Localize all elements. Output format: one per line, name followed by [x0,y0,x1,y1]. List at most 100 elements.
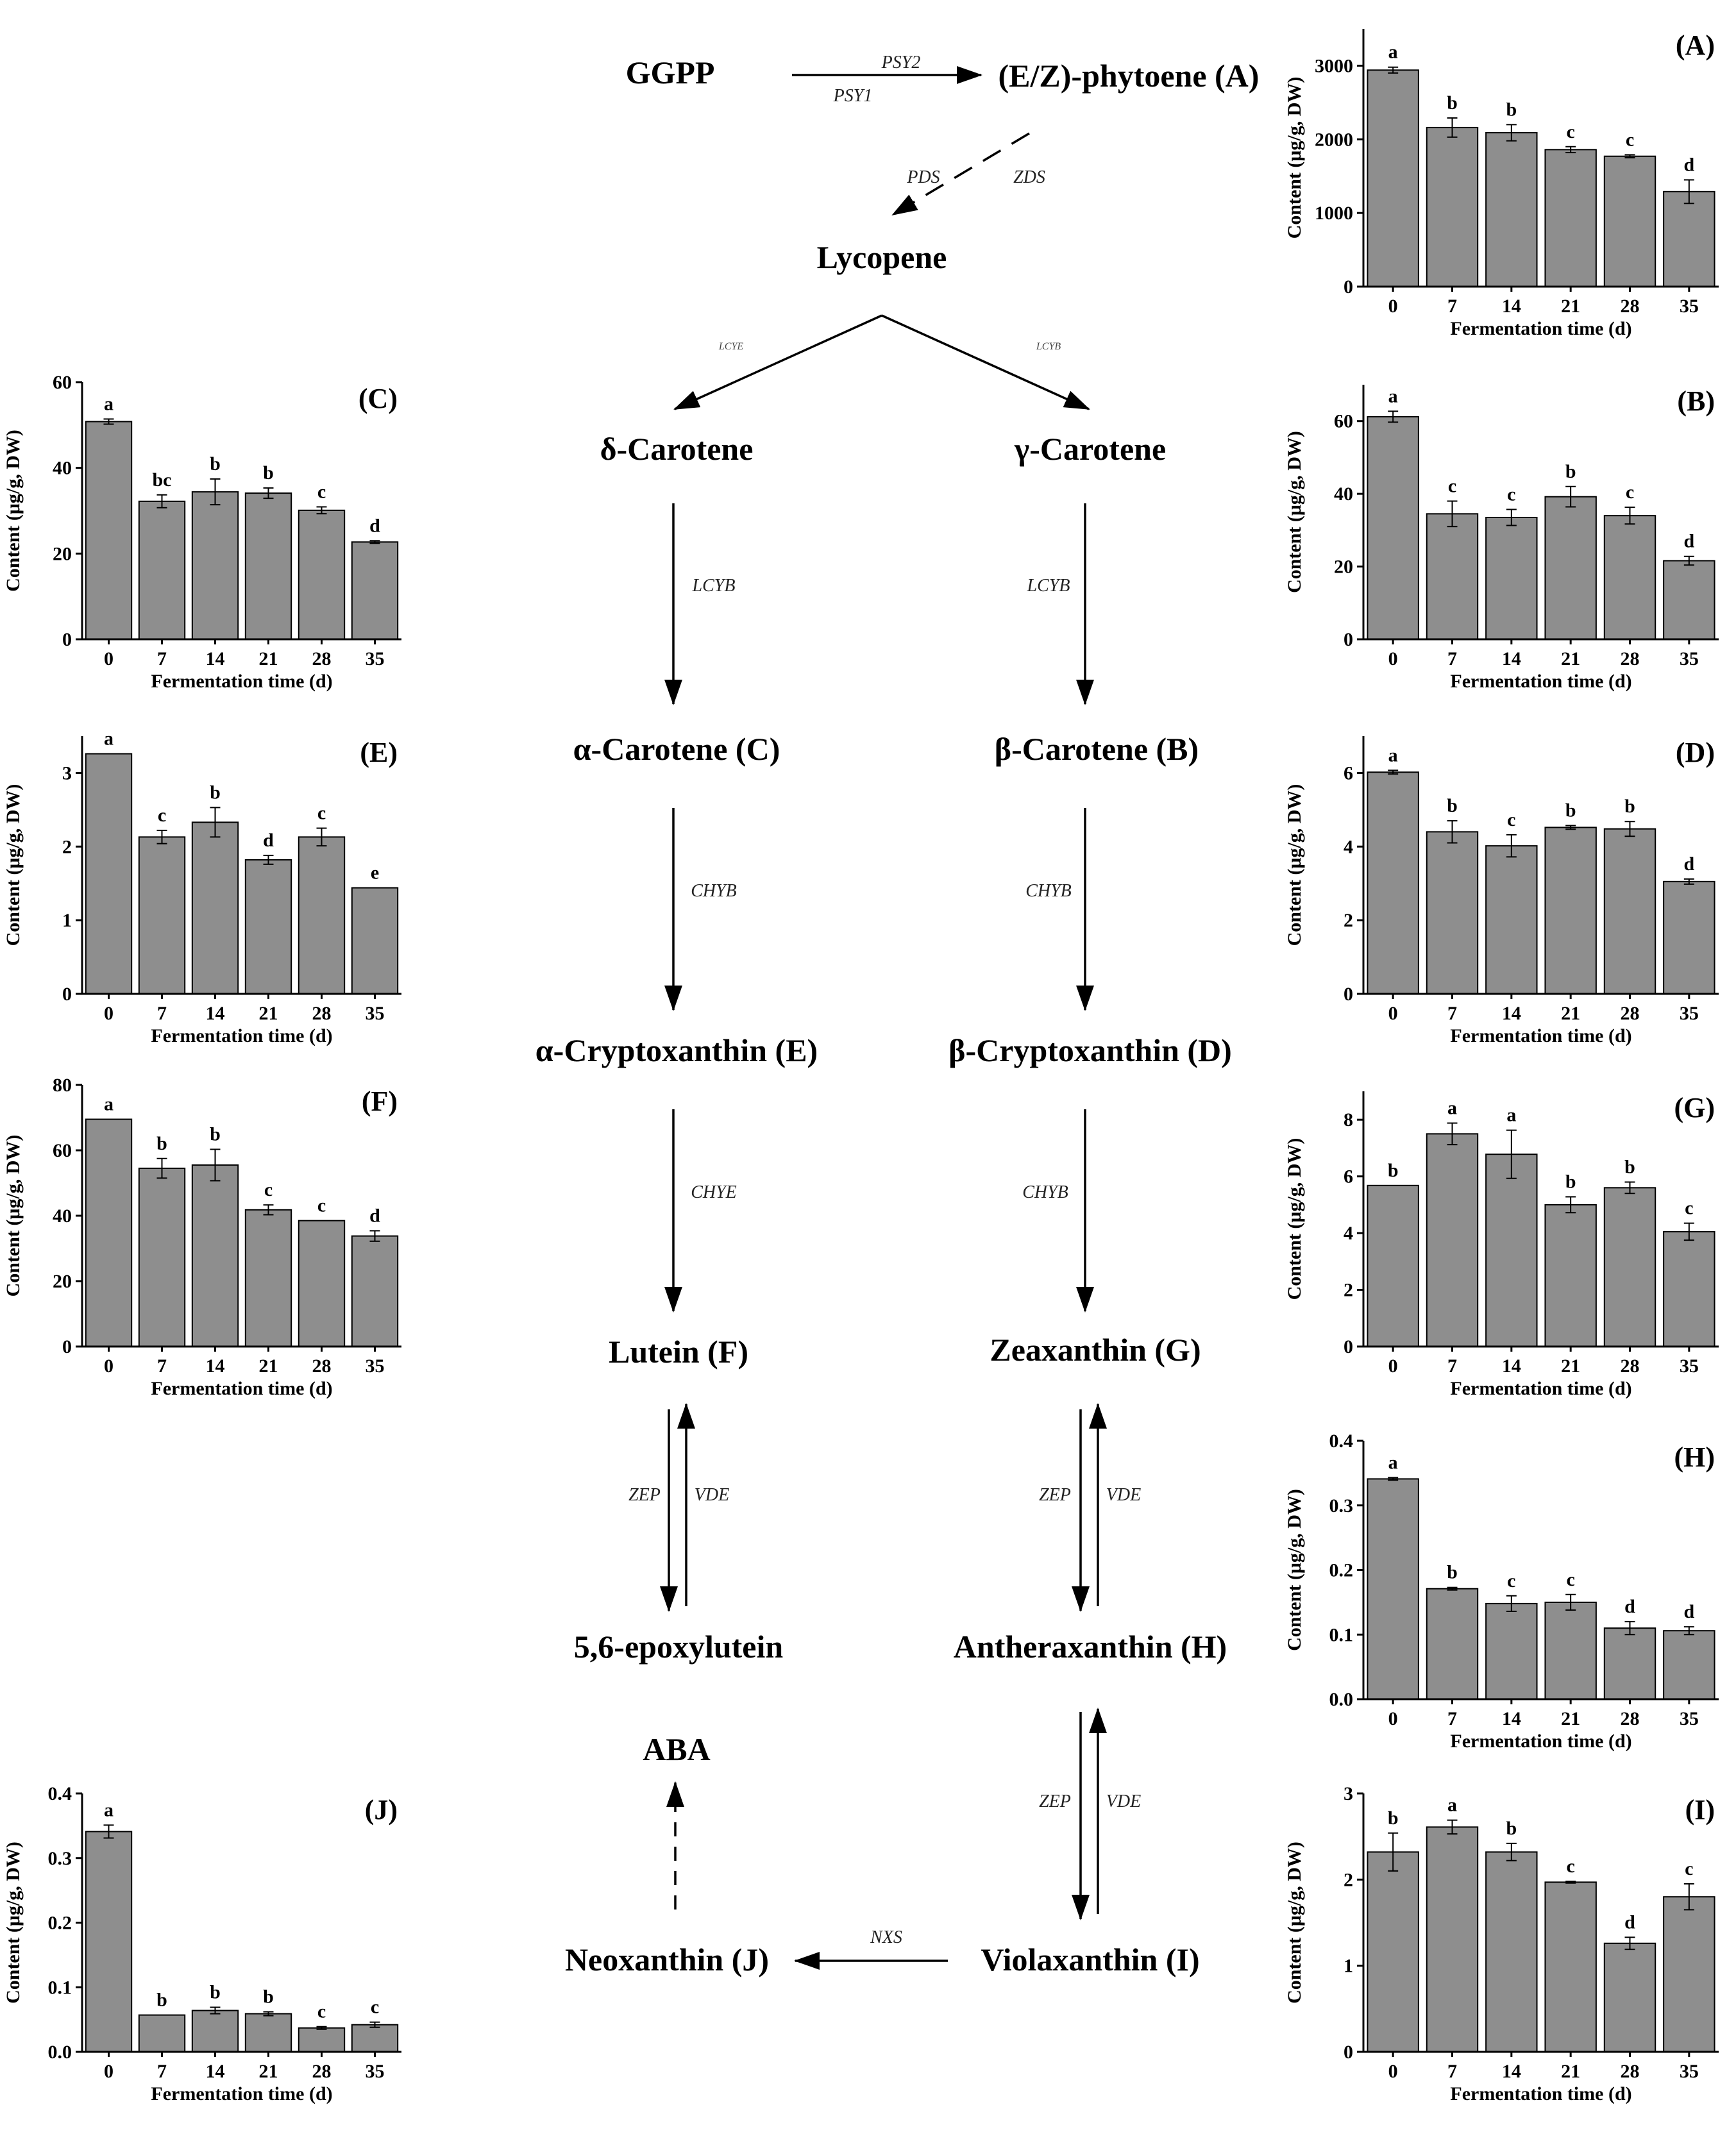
error-bar-g-7 [1447,1122,1458,1146]
x-tick-label: 0 [104,1003,114,1024]
bar-a-14 [1485,131,1538,287]
significance-letter: b [1506,1818,1517,1839]
significance-letter: c [317,2001,326,2022]
y-tick-label: 0 [1344,2042,1353,2063]
x-tick-label: 21 [1561,1003,1580,1024]
enzyme-lcye: LCYE [718,341,743,352]
bar-d-21 [1544,827,1597,995]
y-tick-label: 20 [1334,557,1353,578]
significance-letter: b [1388,1808,1399,1829]
bar-g-0 [1367,1184,1419,1347]
significance-letter: a [1447,1795,1457,1816]
y-tick-label: 20 [53,1271,72,1292]
y-tick-label: 2 [1344,910,1353,931]
y-tick-label: 0.2 [1329,1560,1354,1581]
enzyme-vde-zeax: VDE [1106,1485,1141,1505]
significance-letter: a [1388,1452,1398,1473]
significance-letter: b [210,1123,221,1145]
enzyme-chye: CHYE [691,1182,737,1202]
x-tick-label: 7 [1447,1003,1457,1024]
enzyme-zep-zeax: ZEP [1039,1485,1071,1505]
enzyme-psy2: PSY2 [881,53,921,72]
x-tick-label: 7 [1447,1708,1457,1729]
x-tick-label: 0 [1388,1003,1398,1024]
y-tick-label: 4 [1344,836,1353,857]
bar-i-35 [1663,1896,1715,2052]
significance-letter: b [1565,461,1576,482]
bar-g-28 [1603,1187,1656,1348]
bar-f-28 [298,1220,346,1348]
x-tick-label: 14 [206,1356,225,1377]
bar-h-21 [1544,1601,1597,1700]
y-tick-label: 0.4 [48,1783,72,1804]
x-tick-label: 28 [1621,2061,1640,2082]
bar-e-7 [138,836,186,995]
arrow-lycopene-gamma [881,314,1090,410]
x-tick-label: 35 [1680,648,1699,669]
significance-letter: a [1388,385,1398,407]
bar-c-7 [138,500,186,641]
significance-letter: b [1565,1171,1576,1193]
x-axis-label: Fermentation time (d) [1450,318,1631,339]
enzyme-vde-lutein: VDE [695,1485,729,1505]
x-tick-label: 7 [157,1356,167,1377]
y-axis-label: Content (μg/g, DW) [1284,77,1305,239]
x-tick-label: 28 [1621,648,1640,669]
x-axis-label: Fermentation time (d) [1450,1731,1631,1752]
enzyme-vde-anthera: VDE [1106,1792,1141,1811]
bar-e-14 [191,821,239,995]
error-bar-c-28 [316,506,327,515]
x-tick-label: 35 [1680,296,1699,317]
significance-letter: d [1624,1911,1635,1933]
y-tick-label: 0 [62,1336,72,1357]
bar-g-35 [1663,1230,1715,1348]
error-bar-d-0 [1388,769,1399,775]
node-beta-cryptoxanthin: β-Cryptoxanthin (D) [948,1032,1232,1068]
error-bar-e-21 [263,855,274,865]
x-tick-label: 7 [157,2061,167,2082]
error-bar-d-7 [1447,820,1458,844]
enzyme-zds: ZDS [1013,167,1045,187]
chart-e: a 0 c 7 b 14 d 21 c 28 e 35 0 1 2 3 (E) Fermentation time… [3,728,401,1046]
significance-letter: a [1388,744,1398,766]
significance-letter: b [210,782,221,803]
y-tick-label: 80 [53,1075,72,1096]
error-bar-j-21 [263,2011,274,2017]
chart-title-e: (E) [360,737,398,768]
bar-j-21 [244,2013,292,2053]
y-tick-label: 0.3 [48,1848,72,1869]
y-axis-label: Content (μg/g, DW) [1284,431,1305,593]
bar-h-28 [1603,1627,1656,1700]
error-bar-d-14 [1506,834,1517,858]
x-tick-label: 28 [312,2061,332,2082]
significance-letter: d [1624,1596,1635,1617]
significance-letter: b [1624,796,1635,817]
x-tick-label: 28 [312,1003,332,1024]
x-tick-label: 21 [1561,648,1580,669]
error-bar-d-28 [1624,821,1635,837]
y-tick-label: 0 [1344,276,1353,298]
y-tick-label: 40 [1334,483,1353,505]
significance-letter: b [263,1986,274,2008]
y-tick-label: 8 [1344,1109,1353,1130]
bar-b-35 [1663,560,1715,640]
x-tick-label: 35 [366,2061,385,2082]
error-bar-j-28 [316,2026,327,2030]
chart-title-j: (J) [365,1794,398,1826]
error-bar-b-35 [1683,555,1694,566]
x-tick-label: 0 [104,1356,114,1377]
bar-a-7 [1426,126,1479,287]
significance-letter: b [1447,92,1458,113]
y-tick-label: 4 [1344,1223,1353,1244]
x-tick-label: 14 [1502,648,1521,669]
bar-a-28 [1603,155,1656,287]
bar-f-35 [351,1235,399,1347]
x-tick-label: 21 [1561,2061,1580,2082]
x-tick-label: 0 [1388,296,1398,317]
error-bar-d-35 [1683,878,1694,885]
y-tick-label: 20 [53,543,72,564]
bar-e-0 [85,753,133,995]
chart-c: a 0 bc 7 b 14 b 21 c 28 d 35 0 20 40 60 (C) Fermentation … [3,372,401,692]
x-tick-label: 35 [366,1003,385,1024]
